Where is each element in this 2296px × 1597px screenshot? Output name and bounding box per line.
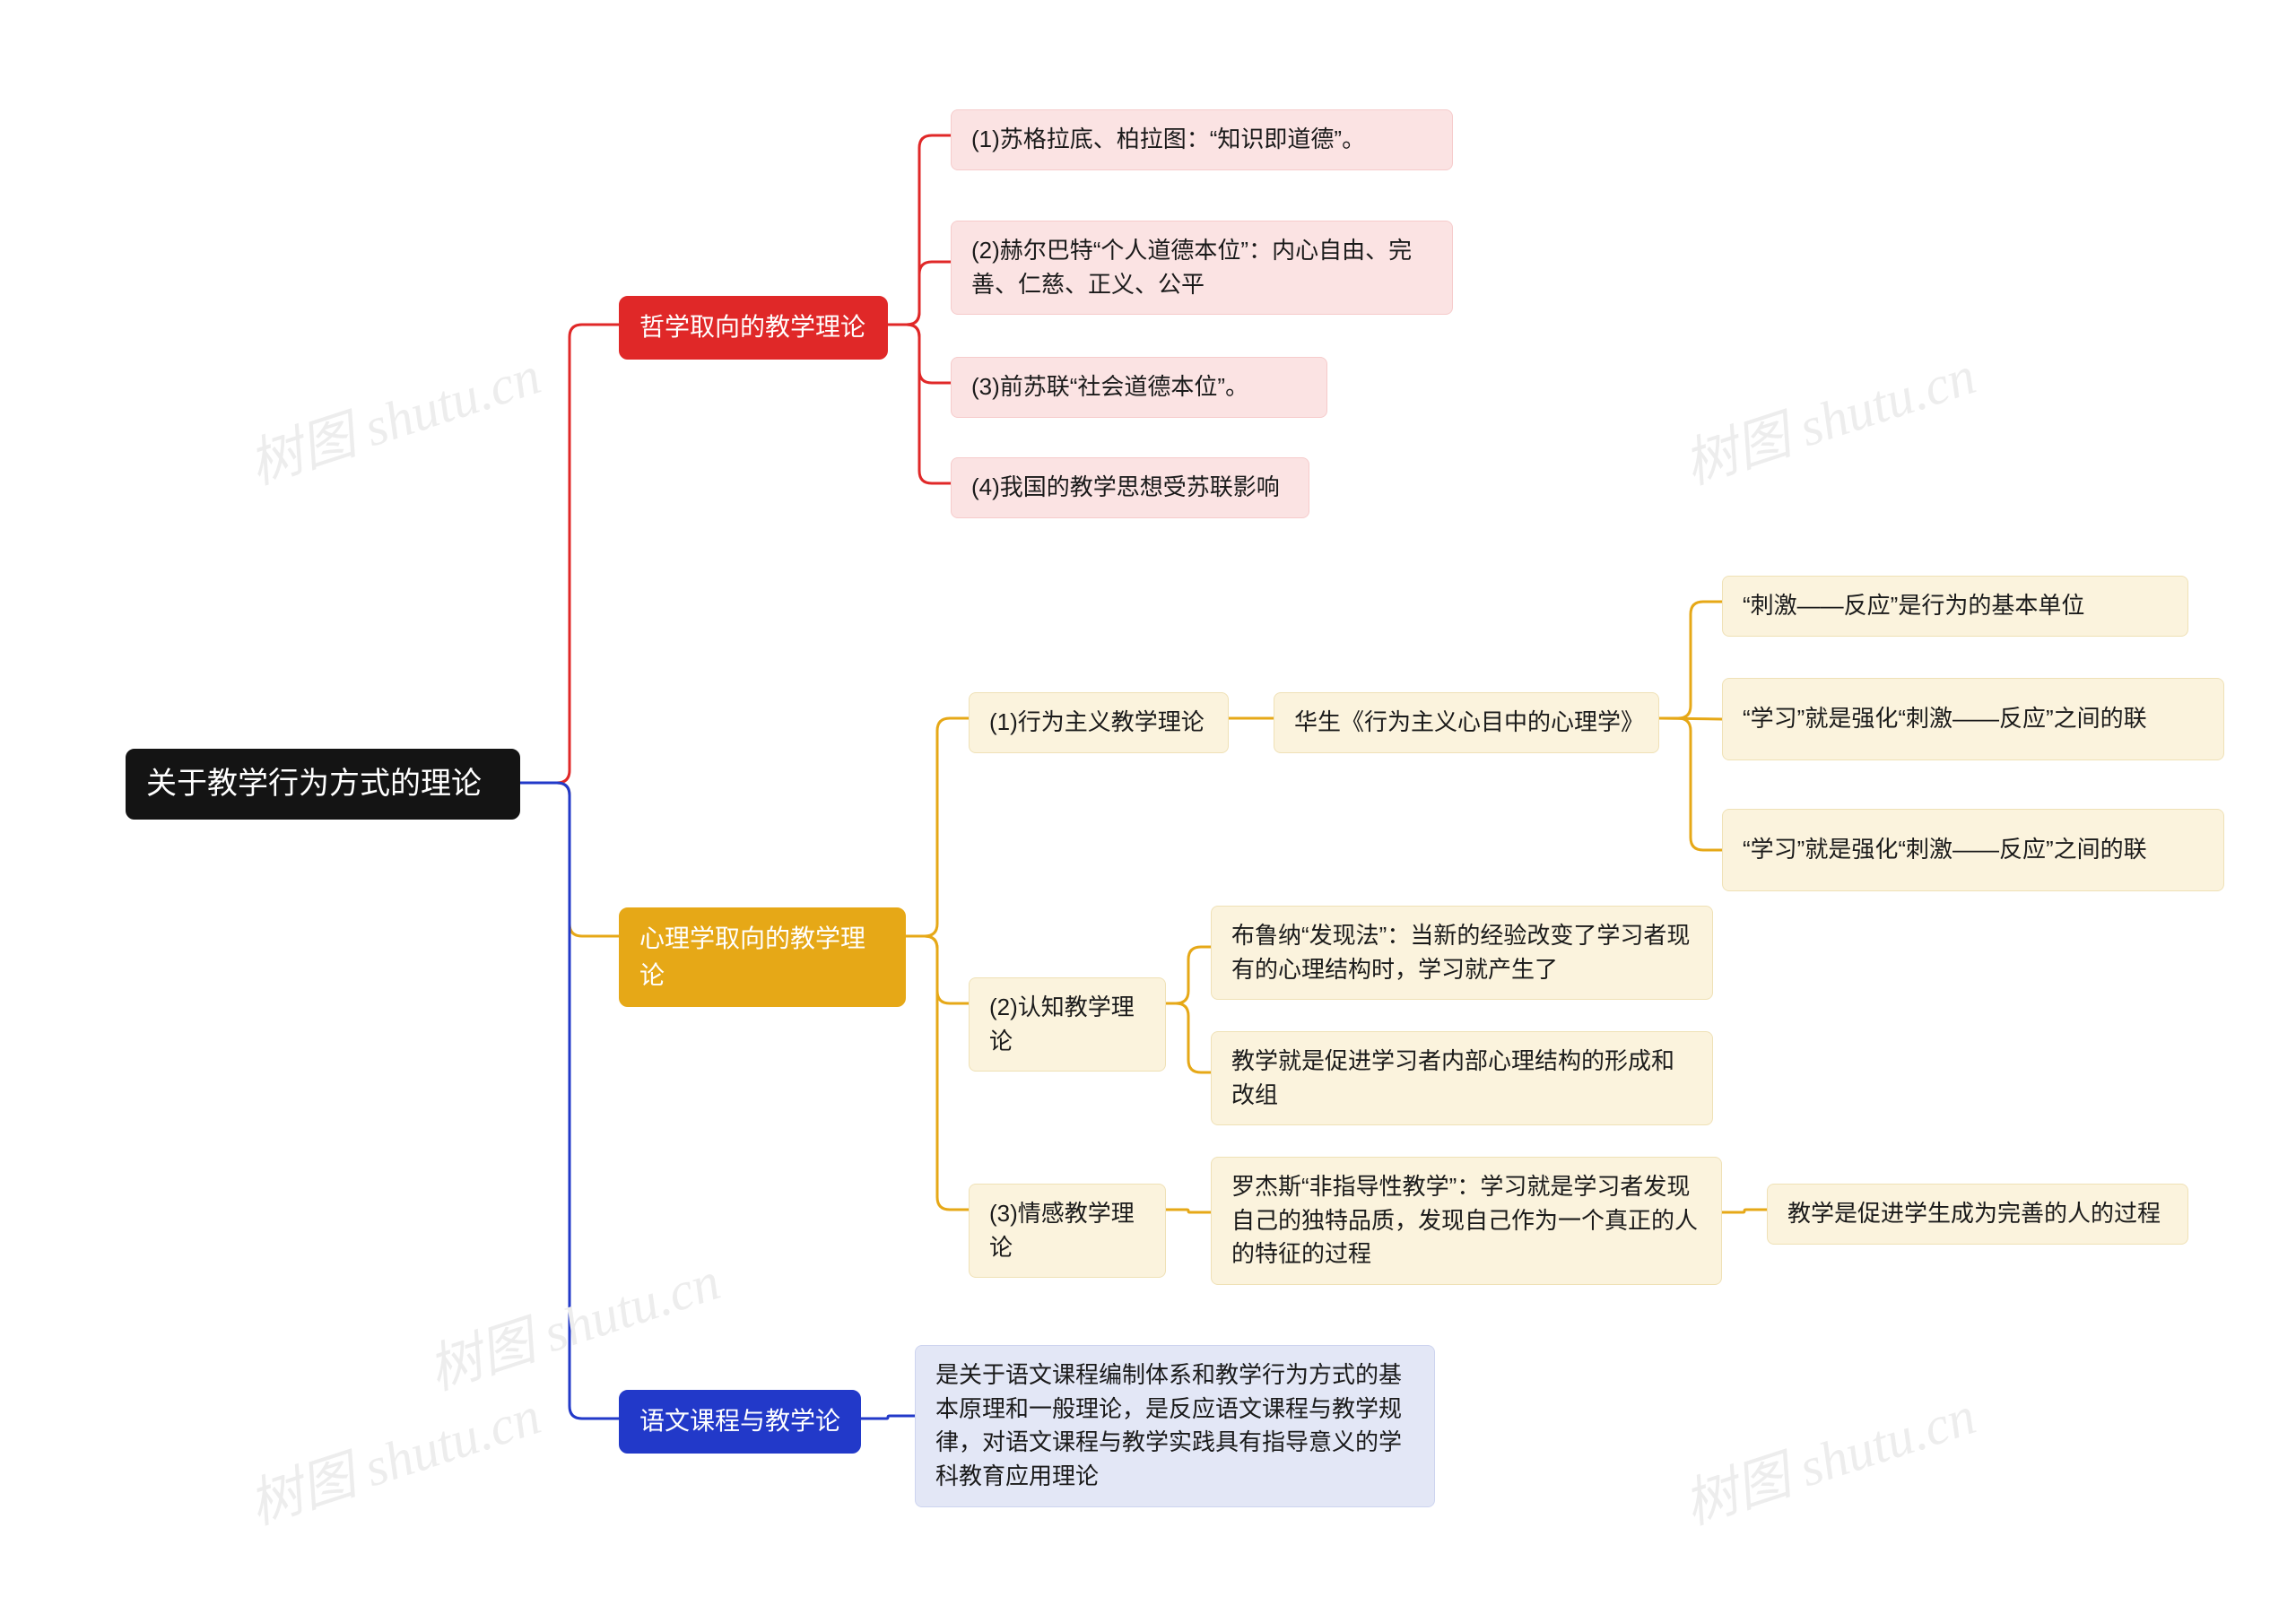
- edge-b2b-b2b1: [1166, 947, 1211, 1003]
- node-b2: 心理学取向的教学理论: [619, 907, 906, 1007]
- edge-b1-b1b: [888, 262, 951, 325]
- edge-b1-b1d: [888, 325, 951, 483]
- edge-b2a1-b2a1c: [1659, 718, 1722, 850]
- node-b2a1b: “学习”就是强化“刺激——反应”之间的联: [1722, 678, 2224, 760]
- node-b2a1: 华生《行为主义心目中的心理学》: [1274, 692, 1659, 753]
- node-b1b: (2)赫尔巴特“个人道德本位”：内心自由、完善、仁慈、正义、公平: [951, 221, 1453, 315]
- node-b3a: 是关于语文课程编制体系和教学行为方式的基本原理和一般理论，是反应语文课程与教学规…: [915, 1345, 1435, 1507]
- node-b2b2: 教学就是促进学习者内部心理结构的形成和改组: [1211, 1031, 1713, 1125]
- node-b2a1c: “学习”就是强化“刺激——反应”之间的联: [1722, 809, 2224, 891]
- edge-b2a1-b2a1a: [1659, 602, 1722, 718]
- edge-b3-b3a: [861, 1416, 915, 1419]
- node-b2c1a: 教学是促进学生成为完善的人的过程: [1767, 1184, 2188, 1245]
- edge-b2b-b2b2: [1166, 1003, 1211, 1072]
- node-b2a: (1)行为主义教学理论: [969, 692, 1229, 753]
- node-b1c: (3)前苏联“社会道德本位”。: [951, 357, 1327, 418]
- edge-b2-b2a: [906, 718, 969, 936]
- node-b2b: (2)认知教学理论: [969, 977, 1166, 1072]
- node-b2c1: 罗杰斯“非指导性教学”：学习就是学习者发现自己的独特品质，发现自己作为一个真正的…: [1211, 1157, 1722, 1285]
- node-b2b1: 布鲁纳“发现法”：当新的经验改变了学习者现有的心理结构时，学习就产生了: [1211, 906, 1713, 1000]
- edge-b2c1-b2c1a: [1722, 1210, 1767, 1212]
- node-b1d: (4)我国的教学思想受苏联影响: [951, 457, 1309, 518]
- node-b1a: (1)苏格拉底、柏拉图：“知识即道德”。: [951, 109, 1453, 170]
- node-b2a1a: “刺激——反应”是行为的基本单位: [1722, 576, 2188, 637]
- edge-b2-b2c: [906, 936, 969, 1210]
- node-b3: 语文课程与教学论: [619, 1390, 861, 1454]
- node-root: 关于教学行为方式的理论: [126, 749, 520, 820]
- edge-b2c-b2c1: [1166, 1210, 1211, 1212]
- edge-root-b1: [520, 325, 619, 783]
- edge-root-b3: [520, 783, 619, 1419]
- node-b2c: (3)情感教学理论: [969, 1184, 1166, 1278]
- node-b1: 哲学取向的教学理论: [619, 296, 888, 360]
